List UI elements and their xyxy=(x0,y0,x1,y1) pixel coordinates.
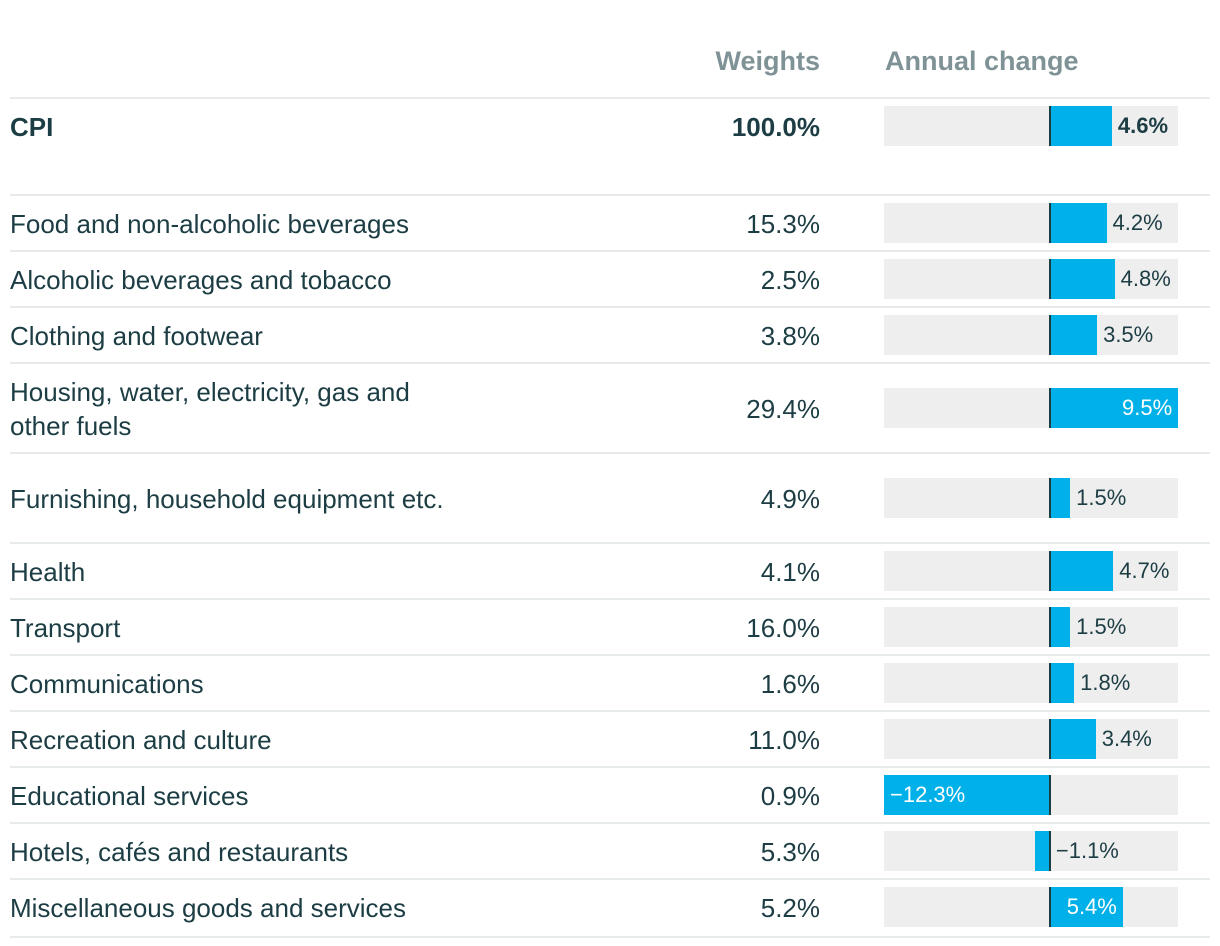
bar-track: 1.8% xyxy=(884,663,1178,703)
zero-line xyxy=(1048,607,1051,647)
table-row: Housing, water, electricity, gas and oth… xyxy=(10,362,1210,454)
table-row: Hotels, cafés and restaurants 5.3% −1.1% xyxy=(10,822,1210,880)
header-weights: Weights xyxy=(715,46,820,76)
bar-track: 3.5% xyxy=(884,315,1178,355)
bar xyxy=(1049,663,1075,703)
zero-line xyxy=(1048,775,1051,815)
bar-value-label: 4.8% xyxy=(1120,266,1171,291)
zero-line xyxy=(1048,831,1051,871)
row-label-transport: Transport xyxy=(10,613,121,643)
zero-line xyxy=(1048,315,1051,355)
table-row: Furnishing, household equipment etc. 4.9%… xyxy=(10,452,1210,544)
zero-line xyxy=(1048,663,1051,703)
bar xyxy=(1035,831,1050,871)
zero-line xyxy=(1048,551,1051,591)
bar-track: −12.3% xyxy=(884,775,1178,815)
row-label-communications: Communications xyxy=(10,669,204,699)
row-weight: 2.5% xyxy=(760,264,820,295)
table-row: Alcoholic beverages and tobacco 2.5% 4.8% xyxy=(10,250,1210,308)
row-label-cpi: CPI xyxy=(10,112,54,142)
bar-track: 4.6% xyxy=(884,106,1178,146)
zero-line xyxy=(1048,259,1051,299)
bar-value-label: −12.3% xyxy=(890,782,966,807)
bar xyxy=(1049,203,1107,243)
bar-track: 1.5% xyxy=(884,478,1178,518)
table-row: Educational services 0.9% −12.3% xyxy=(10,766,1210,824)
zero-line xyxy=(1048,203,1051,243)
bar-track: 4.7% xyxy=(884,551,1178,591)
table-row: Recreation and culture 11.0% 3.4% xyxy=(10,710,1210,768)
row-weight: 5.2% xyxy=(760,892,820,923)
row-weight: 4.9% xyxy=(760,483,820,514)
row-label-furnishing-household-equipment-etc: Furnishing, household equipment etc. xyxy=(10,484,444,514)
bar-value-label: 4.7% xyxy=(1119,558,1170,583)
bar-value-label: 3.4% xyxy=(1101,726,1152,751)
zero-line xyxy=(1048,719,1051,759)
row-label-recreation-and-culture: Recreation and culture xyxy=(10,725,272,755)
row-weight: 11.0% xyxy=(748,724,820,755)
row-weight: 5.3% xyxy=(760,836,820,867)
row-weight: 0.9% xyxy=(760,780,820,811)
bar-track: −1.1% xyxy=(884,831,1178,871)
row-weight: 3.8% xyxy=(760,320,820,351)
row-label-alcoholic-beverages-and-tobacco: Alcoholic beverages and tobacco xyxy=(10,265,392,295)
row-label-health: Health xyxy=(10,557,86,587)
table-row: Health 4.1% 4.7% xyxy=(10,542,1210,600)
bar xyxy=(1049,315,1098,355)
bar xyxy=(1049,106,1112,146)
header-annual-change: Annual change xyxy=(885,46,1079,76)
table-row: Transport 16.0% 1.5% xyxy=(10,598,1210,656)
table-row: Food and non-alcoholic beverages 15.3% 4.2… xyxy=(10,194,1210,252)
zero-line xyxy=(1048,106,1051,146)
bar-value-label: 1.8% xyxy=(1080,670,1131,695)
row-weight: 4.1% xyxy=(760,556,820,587)
table-row: Miscellaneous goods and services 5.2% 5.4% xyxy=(10,878,1210,938)
bar xyxy=(1049,607,1071,647)
bar-track: 3.4% xyxy=(884,719,1178,759)
bar-value-label: 4.6% xyxy=(1117,113,1169,138)
row-label-hotels-caf-s-and-restaurants: Hotels, cafés and restaurants xyxy=(10,837,349,867)
bar-track: 5.4% xyxy=(884,887,1178,927)
bar xyxy=(1049,259,1115,299)
bar xyxy=(1049,551,1114,591)
bar-track: 1.5% xyxy=(884,607,1178,647)
bar-value-label: −1.1% xyxy=(1055,838,1119,863)
bar xyxy=(1049,478,1071,518)
bar xyxy=(884,775,1050,815)
zero-line xyxy=(1048,887,1051,927)
bar-track: 9.5% xyxy=(884,388,1178,428)
bar-value-label: 1.5% xyxy=(1076,614,1127,639)
bar xyxy=(1049,887,1123,927)
row-label-educational-services: Educational services xyxy=(10,781,249,811)
bar-value-label: 1.5% xyxy=(1076,485,1127,510)
bar-value-label: 4.2% xyxy=(1112,210,1163,235)
bar-track: 4.8% xyxy=(884,259,1178,299)
row-weight: 1.6% xyxy=(760,668,820,699)
table-row: Clothing and footwear 3.8% 3.5% xyxy=(10,306,1210,364)
row-weight: 15.3% xyxy=(746,208,820,239)
row-label-clothing-and-footwear: Clothing and footwear xyxy=(10,321,263,351)
row-label-food-and-non-alcoholic-beverages: Food and non-alcoholic beverages xyxy=(10,209,409,239)
table-row: Communications 1.6% 1.8% xyxy=(10,654,1210,712)
row-label-miscellaneous-goods-and-services: Miscellaneous goods and services xyxy=(10,893,406,923)
table-row: CPI 100.0% 4.6% xyxy=(10,97,1210,155)
row-weight: 29.4% xyxy=(746,393,820,424)
bar-value-label: 5.4% xyxy=(1066,894,1117,919)
bar xyxy=(1049,388,1178,428)
bar-track: 4.2% xyxy=(884,203,1178,243)
bar xyxy=(1049,719,1096,759)
bar-value-label: 9.5% xyxy=(1122,395,1173,420)
row-weight: 16.0% xyxy=(746,612,820,643)
zero-line xyxy=(1048,388,1051,428)
row-weight: 100.0% xyxy=(731,111,820,142)
zero-line xyxy=(1048,478,1051,518)
row-label-housing-water-electricity-gas-and-other-fuels: Housing, water, electricity, gas and oth… xyxy=(10,377,410,441)
bar-value-label: 3.5% xyxy=(1103,322,1154,347)
